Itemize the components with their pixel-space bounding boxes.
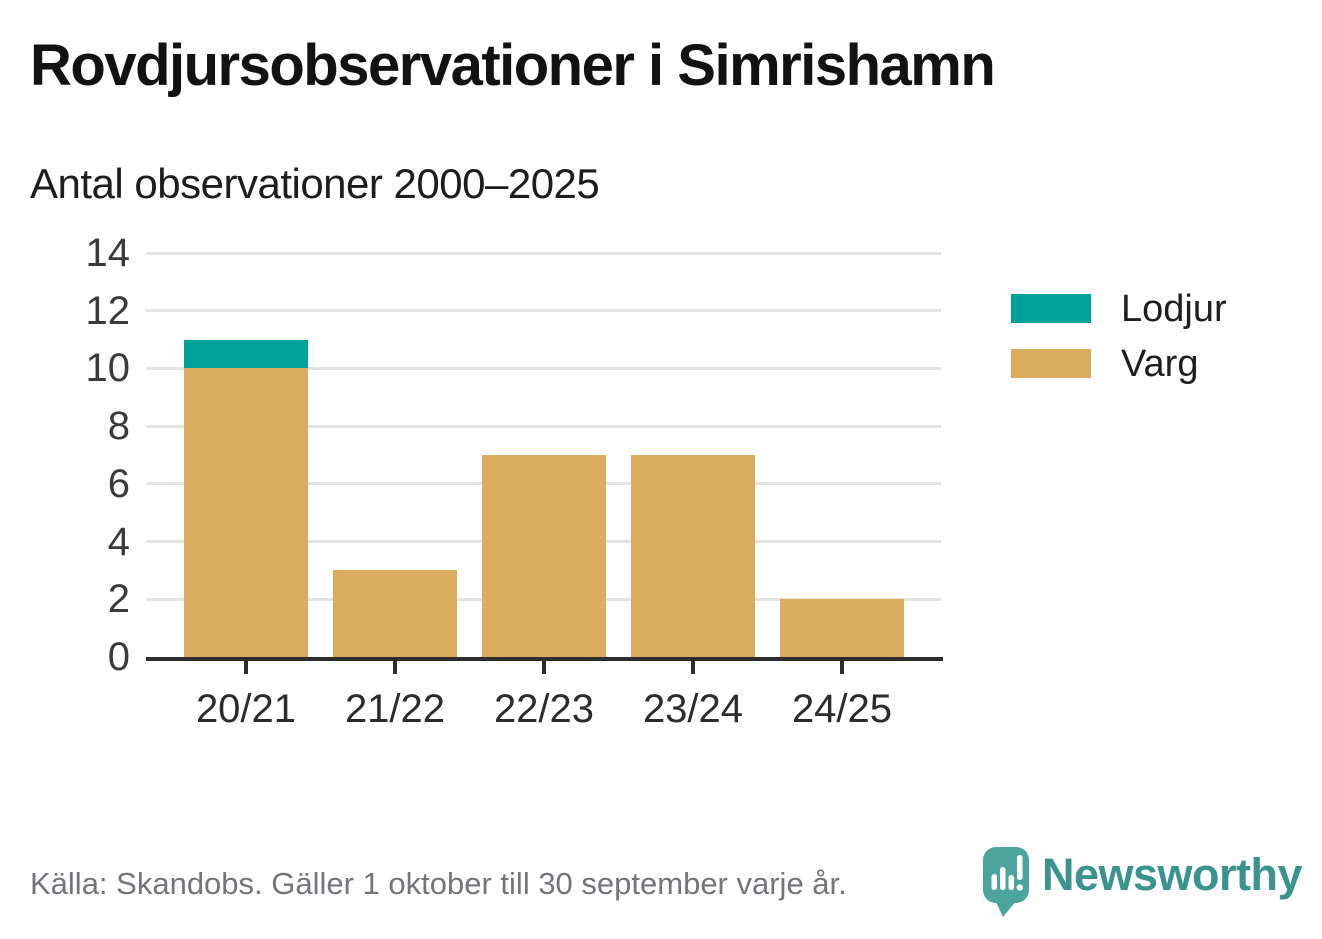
x-axis-tick	[244, 661, 248, 674]
gridline-y-12	[146, 309, 941, 313]
legend-item-varg: Varg	[1011, 345, 1227, 383]
legend-swatch-varg	[1011, 349, 1091, 378]
y-axis-tick-label: 10	[85, 346, 131, 391]
chart-subtitle: Antal observationer 2000–2025	[30, 160, 600, 207]
gridline-y-8	[146, 424, 941, 428]
y-axis-tick-label: 0	[107, 635, 130, 679]
x-axis-tick-label: 20/21	[195, 687, 297, 731]
newsworthy-brand: Newsworthy	[983, 847, 1303, 927]
y-axis-tick-label: 8	[107, 404, 130, 449]
x-axis-line	[146, 657, 943, 661]
bar-segment-varg-24-25	[780, 599, 904, 657]
x-axis-tick-label: 24/25	[791, 687, 893, 731]
y-axis-tick-label: 4	[107, 519, 130, 564]
legend-swatch-lodjur	[1011, 294, 1091, 323]
legend-item-lodjur: Lodjur	[1011, 290, 1227, 328]
bar-segment-varg-23-24	[631, 455, 755, 657]
legend-label-lodjur: Lodjur	[1121, 287, 1227, 330]
x-axis-tick	[393, 661, 397, 674]
x-axis-tick-label: 23/24	[642, 687, 744, 731]
gridline-y-10	[146, 366, 941, 370]
bar-segment-varg-21-22	[333, 570, 457, 657]
x-axis-tick	[840, 661, 844, 674]
source-note: Källa: Skandobs. Gäller 1 oktober till 3…	[30, 866, 847, 901]
y-axis-tick-label: 2	[107, 577, 130, 622]
newsworthy-wordmark: Newsworthy	[1042, 849, 1303, 900]
newsworthy-speech-bubble-chart-icon	[983, 847, 1029, 917]
x-axis-tick	[542, 661, 546, 674]
bar-segment-lodjur-20-21	[184, 339, 308, 369]
gridline-y-14	[146, 251, 941, 255]
y-axis-tick-label: 12	[85, 288, 131, 333]
x-axis-tick-label: 22/23	[493, 687, 595, 731]
bar-segment-varg-22-23	[482, 455, 606, 657]
x-axis-tick	[691, 661, 695, 674]
y-axis-tick-label: 14	[85, 231, 131, 275]
bar-segment-varg-20-21	[184, 368, 308, 657]
page-title: Rovdjursobservationer i Simrishamn	[30, 33, 996, 98]
y-axis-tick-label: 6	[107, 461, 130, 506]
chart-legend: Lodjur Varg	[1011, 290, 1227, 404]
x-axis-tick-label: 21/22	[344, 687, 446, 731]
legend-label-varg: Varg	[1121, 342, 1199, 385]
